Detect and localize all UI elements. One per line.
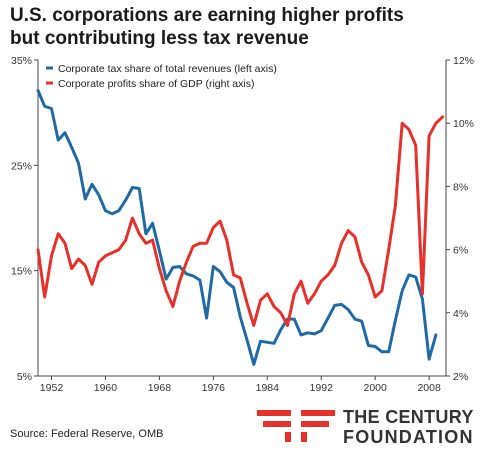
left-tick-label: 35% xyxy=(11,55,32,67)
right-axis-ticks: 12% 10% 8% 6% 4% 2% xyxy=(446,55,474,383)
logo-text-line1: THE CENTURY xyxy=(343,407,474,427)
source-note: Source: Federal Reserve, OMB xyxy=(10,428,164,440)
x-tick-label: 1976 xyxy=(202,382,226,394)
x-tick-label: 2000 xyxy=(364,382,388,394)
legend-label-tax-share: Corporate tax share of total revenues (l… xyxy=(58,63,277,75)
left-tick-label: 25% xyxy=(11,160,32,172)
x-tick-label: 1952 xyxy=(40,382,64,394)
series-layer xyxy=(36,89,445,366)
logo-bar xyxy=(301,432,307,442)
century-foundation-logo-icon xyxy=(257,410,335,442)
logo-bar xyxy=(301,421,329,427)
chart-title: U.S. corporations are earning higher pro… xyxy=(10,5,404,49)
logo-bar xyxy=(301,410,335,416)
x-tick-label: 1992 xyxy=(310,382,334,394)
legend: Corporate tax share of total revenues (l… xyxy=(46,63,277,90)
logo-text-line2: FOUNDATION xyxy=(343,427,474,447)
century-foundation-logo: THE CENTURY FOUNDATION xyxy=(257,404,482,448)
logo-bar xyxy=(257,410,291,416)
x-tick-label: 1984 xyxy=(256,382,280,394)
left-axis-ticks: 35% 25% 15% 5% xyxy=(11,55,38,383)
right-tick-label: 10% xyxy=(453,118,474,130)
x-tick-label: 1968 xyxy=(148,382,172,394)
left-tick-label: 15% xyxy=(11,266,32,278)
left-tick-label: 5% xyxy=(17,371,32,383)
right-tick-label: 8% xyxy=(453,181,468,193)
x-tick-label: 2008 xyxy=(417,382,441,394)
right-tick-label: 12% xyxy=(453,55,474,67)
plot-frame xyxy=(37,60,447,377)
logo-bar xyxy=(263,421,291,427)
series-line-profit-share xyxy=(36,115,445,327)
dual-axis-line-chart: 35%25%15%5% 12%10%8%6%4%2% 1952 1960 1968 1… xyxy=(11,55,474,394)
x-tick-label: 1960 xyxy=(94,382,118,394)
right-tick-label: 4% xyxy=(453,308,468,320)
right-tick-label: 2% xyxy=(453,371,468,383)
logo-bar xyxy=(285,432,291,442)
legend-label-profit-share: Corporate profits share of GDP (right ax… xyxy=(58,78,254,90)
right-tick-label: 6% xyxy=(453,245,468,257)
x-axis-ticks: 1952 1960 1968 1976 1984 1992 2000 2008 xyxy=(40,376,441,394)
series-line-tax-share xyxy=(36,89,438,366)
